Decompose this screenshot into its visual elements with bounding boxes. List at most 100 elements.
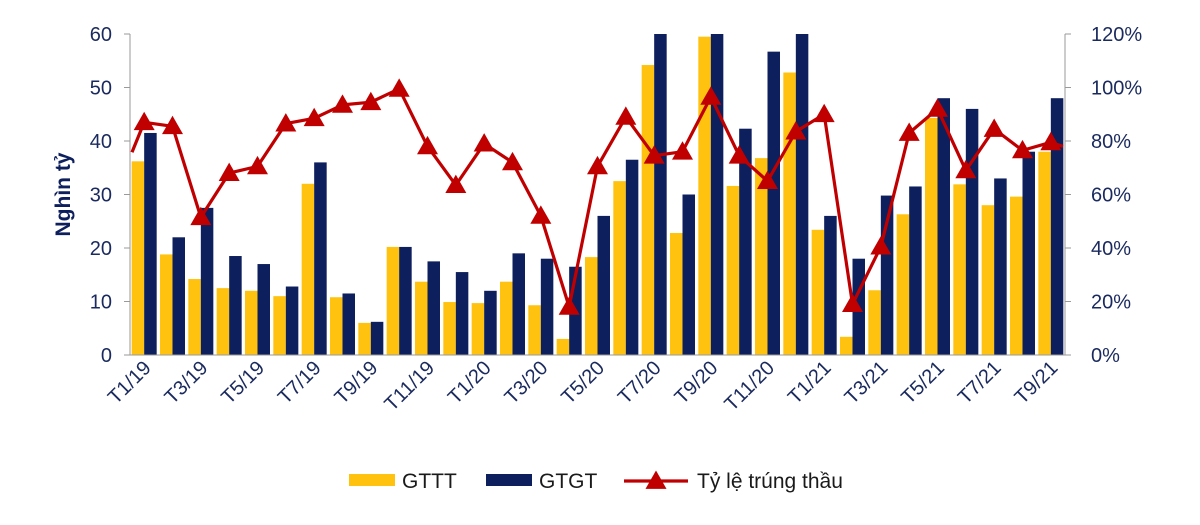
bar-gtgt xyxy=(540,258,554,355)
x-tick-label: T11/20 xyxy=(721,357,780,416)
bar-gtgt xyxy=(370,321,384,355)
x-tick-label: T3/20 xyxy=(501,357,553,409)
rate-marker xyxy=(275,113,297,132)
y-tick-label-left: 50 xyxy=(90,78,112,100)
bar-gttt xyxy=(188,279,201,355)
bar-gtgt xyxy=(710,34,724,355)
bar-gtgt xyxy=(512,253,525,355)
bar-gtgt xyxy=(172,237,185,355)
rate-marker xyxy=(870,236,892,255)
rate-marker xyxy=(133,111,155,131)
rate-marker xyxy=(927,98,948,117)
bar-gtgt xyxy=(1050,98,1064,355)
y-tick-label-right: 60% xyxy=(1091,185,1131,207)
x-tick-label: T7/21 xyxy=(954,357,1006,409)
bar-gtgt xyxy=(342,293,355,355)
rate-marker xyxy=(813,103,835,123)
y-tick-label-left: 0 xyxy=(101,345,112,367)
bar-gttt xyxy=(358,322,371,355)
bar-gtgt xyxy=(795,34,809,355)
bar-gttt xyxy=(896,214,910,355)
y-tick-label-right: 120% xyxy=(1091,24,1142,46)
legend: GTTT GTGT Tỷ lệ trúng thầu xyxy=(349,470,843,493)
bar-gttt xyxy=(953,184,966,355)
bar-gttt xyxy=(811,229,825,355)
bar-gtgt xyxy=(937,98,950,355)
bar-gtgt xyxy=(314,162,327,355)
bar-gtgt xyxy=(484,290,497,355)
bar-gttt xyxy=(245,290,258,355)
rate-marker xyxy=(757,170,778,189)
rate-marker xyxy=(955,159,977,179)
bar-gttt xyxy=(925,118,938,355)
y-axis-title: Nghìn tỷ xyxy=(52,152,75,236)
x-tick-label: T7/19 xyxy=(274,357,326,409)
bar-gttt xyxy=(386,246,400,355)
bar-gttt xyxy=(556,338,570,355)
y-tick-label-left: 20 xyxy=(90,238,112,260)
y-tick-label-left: 60 xyxy=(90,24,112,46)
rate-marker xyxy=(388,78,410,97)
bar-gtgt xyxy=(1022,151,1035,355)
x-tick-label: T7/20 xyxy=(614,357,666,409)
legend-swatch-gttt xyxy=(349,474,395,486)
bar-gttt xyxy=(471,303,485,355)
bar-gtgt xyxy=(654,34,667,355)
bar-gttt xyxy=(840,336,853,355)
bar-gttt xyxy=(301,183,315,355)
bar-gttt xyxy=(273,296,286,355)
bar-gttt xyxy=(981,205,995,355)
bar-gttt xyxy=(528,305,541,355)
y-tick-label-left: 10 xyxy=(90,292,112,314)
legend-marker-line xyxy=(645,470,667,489)
legend-label-gtgt: GTGT xyxy=(539,470,597,493)
x-tick-label: T9/19 xyxy=(331,357,383,409)
rate-marker xyxy=(643,145,665,164)
y-tick-label-right: 80% xyxy=(1091,131,1131,153)
bar-gttt xyxy=(613,181,626,356)
y-tick-label-left: 40 xyxy=(90,131,112,153)
bar-gtgt xyxy=(682,194,695,355)
rate-marker xyxy=(1012,139,1033,159)
bar-gttt xyxy=(1038,151,1051,355)
rate-marker xyxy=(587,155,608,175)
bar-gttt xyxy=(698,36,711,356)
legend-label-rate: Tỷ lệ trúng thầu xyxy=(697,470,843,493)
bar-gtgt xyxy=(994,178,1007,355)
x-tick-label: T5/21 xyxy=(897,357,949,409)
bar-gttt xyxy=(1010,196,1023,355)
bar-gtgt xyxy=(767,51,780,356)
rate-marker xyxy=(615,106,637,125)
bar-gtgt xyxy=(824,215,837,355)
bar-gttt xyxy=(726,185,740,355)
bar-gtgt xyxy=(399,246,412,355)
rate-marker xyxy=(417,135,438,155)
rate-marker xyxy=(983,118,1005,137)
rate-marker xyxy=(842,293,863,313)
bar-gttt xyxy=(585,257,598,355)
bar-gttt xyxy=(160,254,173,355)
x-tick-label: T1/20 xyxy=(444,357,496,409)
rate-marker xyxy=(898,122,920,141)
bar-gttt xyxy=(131,161,145,355)
bar-gttt xyxy=(868,290,881,355)
y-tick-label-left: 30 xyxy=(90,185,112,207)
bar-gtgt xyxy=(144,132,157,355)
x-tick-label: T3/21 xyxy=(841,357,893,409)
rate-marker xyxy=(700,86,722,105)
line-series-group xyxy=(130,78,1064,315)
bars-group xyxy=(131,34,1064,356)
bar-gttt xyxy=(216,288,230,356)
bar-gttt xyxy=(755,158,768,355)
y-tick-label-right: 20% xyxy=(1091,292,1131,314)
x-tick-label: T9/21 xyxy=(1011,357,1063,409)
rate-marker xyxy=(332,94,353,113)
rate-marker xyxy=(445,174,467,194)
rate-marker xyxy=(558,296,580,315)
bar-gtgt xyxy=(200,207,214,356)
x-tick-label: T5/19 xyxy=(217,357,269,409)
bar-gtgt xyxy=(285,286,299,355)
rate-marker xyxy=(303,107,325,127)
x-tick-label: T3/19 xyxy=(161,357,213,409)
